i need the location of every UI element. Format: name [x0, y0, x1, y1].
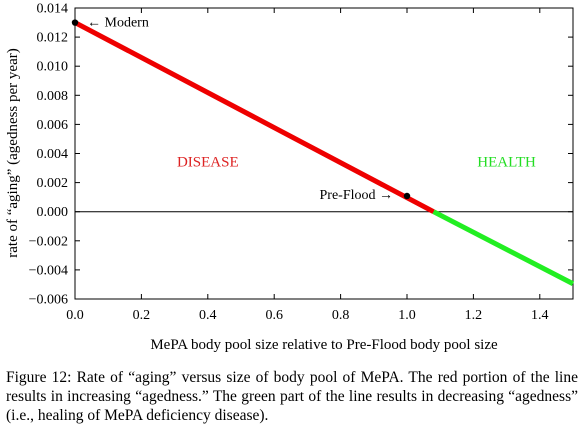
point-label-1: ← Modern: [87, 16, 149, 31]
data-point-2: [403, 192, 411, 200]
x-tick-label: 0.6: [265, 308, 283, 323]
data-point-1: [71, 19, 79, 26]
annotation-health: HEALTH: [477, 155, 536, 171]
y-tick-label: −0.004: [29, 263, 68, 278]
x-tick-label: 0.8: [332, 308, 350, 323]
chart: 0.0 0.2 0.4 0.6 0.8 1.0 1.2 1.4 −0.006−0.004−0.…: [5, 2, 575, 353]
x-axis-ticks: 0.0 0.2 0.4 0.6 0.8 1.0 1.2 1.4: [66, 8, 549, 323]
series-layer: [73, 20, 575, 286]
y-tick-label: 0.000: [37, 205, 69, 220]
x-tick-label: 0.4: [199, 308, 217, 323]
x-tick-label: 0.2: [133, 308, 151, 323]
point-label-2: Pre-Flood →: [320, 188, 394, 203]
annotations-layer: DISEASE HEALTH: [177, 155, 536, 171]
y-tick-label: 0.010: [37, 60, 69, 75]
y-tick-label: 0.006: [37, 118, 69, 133]
y-tick-label: −0.002: [29, 234, 68, 249]
x-tick-label: 0.0: [66, 308, 84, 323]
y-tick-label: 0.002: [37, 176, 69, 191]
series-line-2: [432, 209, 575, 286]
x-axis-label: MePA body pool size relative to Pre-Floo…: [150, 337, 498, 353]
y-tick-label: 0.012: [37, 31, 69, 46]
series-line-1: [73, 20, 435, 214]
y-tick-label: 0.014: [37, 2, 69, 17]
y-tick-label: −0.006: [29, 293, 68, 308]
annotation-disease: DISEASE: [177, 155, 239, 171]
figure-caption: Figure 12: Rate of “aging” versus size o…: [6, 369, 578, 424]
points-layer: ← Modern Pre-Flood →: [71, 16, 411, 203]
x-tick-label: 1.4: [531, 308, 549, 323]
x-tick-label: 1.0: [398, 308, 416, 323]
y-tick-label: 0.004: [37, 147, 69, 162]
x-tick-label: 1.2: [465, 308, 483, 323]
y-tick-label: 0.008: [37, 89, 69, 104]
y-axis-label: rate of “aging” (agedness per year): [5, 48, 21, 257]
y-axis-ticks: −0.006 −0.004 −0.002 0.000 0.002 0.004 0.006 0.…: [29, 2, 573, 308]
